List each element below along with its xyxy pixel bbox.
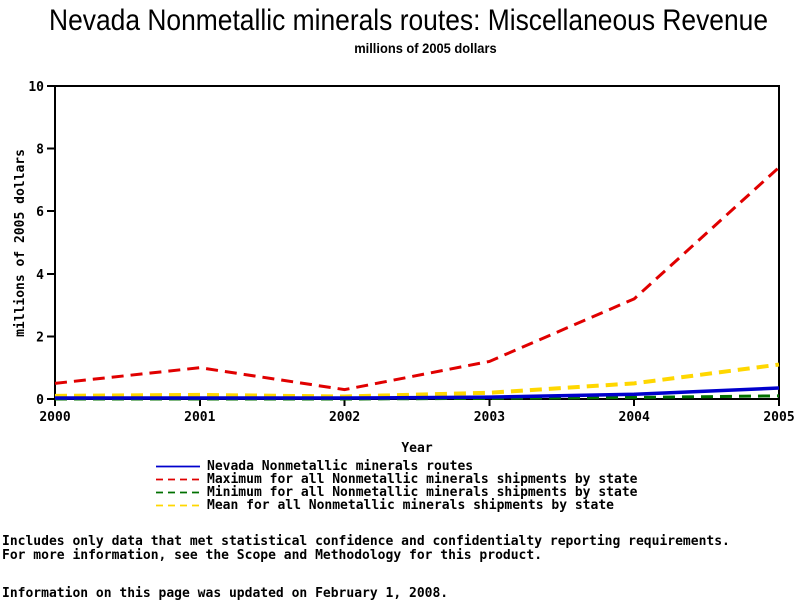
x-tick-label: 2001	[184, 410, 215, 425]
plot-border	[54, 85, 780, 400]
footnotes: Includes only data that met statistical …	[2, 535, 730, 562]
legend-item-mean: Mean for all Nonmetallic minerals shipme…	[155, 499, 637, 512]
mean-line-swatch-icon	[156, 504, 200, 507]
y-tick-label: 2	[36, 330, 44, 345]
y-tick-label: 4	[36, 268, 44, 283]
legend-item-minimum: Minimum for all Nonmetallic minerals shi…	[155, 486, 637, 499]
chart-title: Nevada Nonmetallic minerals routes: Misc…	[0, 4, 800, 38]
y-axis-title: millions of 2005 dollars	[13, 149, 28, 337]
x-tick-label: 2005	[763, 410, 794, 425]
updated-date-note: Information on this page was updated on …	[2, 586, 449, 600]
legend: Nevada Nonmetallic minerals routes Maxim…	[155, 460, 637, 512]
y-tick-label: 10	[28, 80, 44, 95]
footnote-line-2: For more information, see the Scope and …	[2, 547, 543, 563]
legend-label: Minimum for all Nonmetallic minerals shi…	[207, 485, 638, 500]
chart-title-text: Nevada Nonmetallic minerals routes: Misc…	[49, 4, 769, 37]
x-tick-label: 2002	[329, 410, 360, 425]
y-tick-label: 0	[36, 393, 44, 408]
legend-label: Nevada Nonmetallic minerals routes	[207, 459, 474, 474]
y-tick-label: 6	[36, 205, 44, 220]
y-axis-ticks: 0 2 4 6 8 10	[28, 80, 55, 408]
x-axis-title: Year	[401, 441, 432, 456]
legend-label: Maximum for all Nonmetallic minerals shi…	[207, 472, 638, 487]
legend-item-nevada: Nevada Nonmetallic minerals routes	[155, 460, 637, 473]
x-axis-ticks: 2000 2001 2002 2003 2004 2005	[39, 399, 795, 425]
footnote-line-1: Includes only data that met statistical …	[2, 534, 730, 549]
nevada-line-swatch-icon	[156, 465, 200, 468]
chart-area: 0 2 4 6 8 10 2000 2001 2002 2003 2004 2005 Year mi…	[13, 80, 795, 456]
series-line-mean	[54, 362, 780, 399]
series-line-maximum	[54, 166, 781, 392]
series-lines	[54, 166, 781, 401]
x-tick-label: 2000	[39, 410, 70, 425]
series-line-nevada	[55, 386, 780, 400]
legend-label: Mean for all Nonmetallic minerals shipme…	[207, 498, 614, 513]
chart-subtitle: millions of 2005 dollars	[55, 40, 795, 56]
chart-subtitle-text: millions of 2005 dollars	[353, 40, 497, 56]
maximum-line-swatch-icon	[156, 478, 200, 481]
y-tick-label: 8	[36, 143, 44, 158]
minimum-line-swatch-icon	[156, 491, 200, 494]
x-tick-label: 2004	[619, 410, 650, 425]
x-tick-label: 2003	[474, 410, 505, 425]
legend-item-maximum: Maximum for all Nonmetallic minerals shi…	[155, 473, 637, 486]
